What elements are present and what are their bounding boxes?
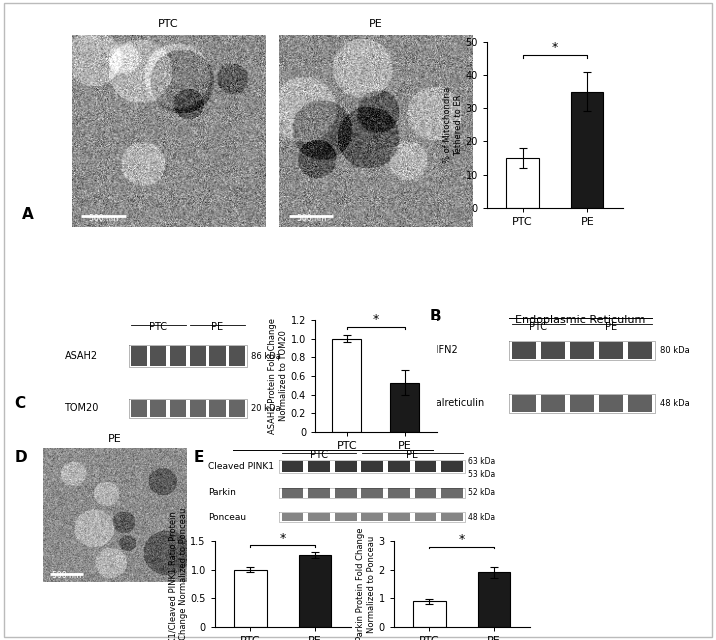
Text: 52 kDa: 52 kDa xyxy=(468,488,495,497)
Y-axis label: Parkin Protein Fold Change
Normalized to Ponceau: Parkin Protein Fold Change Normalized to… xyxy=(357,527,376,640)
Text: E: E xyxy=(193,450,203,465)
Text: TOM20: TOM20 xyxy=(64,403,99,413)
Bar xyxy=(281,513,304,521)
Bar xyxy=(628,342,652,358)
Text: *: * xyxy=(373,313,379,326)
Text: PE: PE xyxy=(605,322,617,332)
Bar xyxy=(332,339,362,432)
Text: Parkin: Parkin xyxy=(208,488,236,497)
Bar xyxy=(441,488,463,497)
Bar xyxy=(170,346,186,366)
Bar xyxy=(415,513,437,521)
Text: PTC: PTC xyxy=(150,322,168,332)
Text: D: D xyxy=(14,450,27,465)
Bar xyxy=(150,400,167,417)
Bar xyxy=(441,461,463,472)
Bar xyxy=(571,92,604,208)
Bar xyxy=(209,346,226,366)
Bar xyxy=(281,488,304,497)
Text: MFN2: MFN2 xyxy=(430,346,458,355)
Bar xyxy=(335,461,357,472)
Bar xyxy=(599,396,623,412)
Text: *: * xyxy=(280,532,286,545)
Bar xyxy=(628,396,652,412)
Bar xyxy=(362,461,383,472)
Bar xyxy=(190,346,206,366)
Text: PE: PE xyxy=(211,322,223,332)
Text: 80 kDa: 80 kDa xyxy=(660,346,690,355)
Text: PTC: PTC xyxy=(310,451,328,461)
Bar xyxy=(308,513,330,521)
Text: ASAH2: ASAH2 xyxy=(64,351,97,361)
Text: PTC: PTC xyxy=(158,19,178,29)
Text: 500 nm: 500 nm xyxy=(52,571,81,580)
Y-axis label: % of Mitochondria
Tethered to ER: % of Mitochondria Tethered to ER xyxy=(443,86,463,163)
Text: *: * xyxy=(459,533,465,546)
Text: 500 nm: 500 nm xyxy=(89,214,118,223)
Bar xyxy=(362,513,383,521)
Bar xyxy=(541,396,565,412)
Text: Ponceau: Ponceau xyxy=(208,513,246,522)
Bar xyxy=(281,461,304,472)
Bar xyxy=(130,400,147,417)
Text: 48 kDa: 48 kDa xyxy=(468,513,495,522)
Bar xyxy=(362,488,383,497)
Text: A: A xyxy=(21,207,33,222)
Bar xyxy=(512,396,536,412)
Bar xyxy=(299,555,332,627)
Text: 20 kDa: 20 kDa xyxy=(251,404,281,413)
Text: *: * xyxy=(552,41,558,54)
Bar xyxy=(390,383,420,432)
Text: Cleaved PINK1: Cleaved PINK1 xyxy=(208,462,274,471)
Text: B: B xyxy=(430,309,441,324)
Text: 86 kDa: 86 kDa xyxy=(251,351,281,361)
Bar xyxy=(388,513,410,521)
Text: PE: PE xyxy=(369,19,383,29)
Bar xyxy=(388,461,410,472)
Bar xyxy=(541,342,565,358)
Bar xyxy=(229,400,246,417)
Text: PE: PE xyxy=(406,451,418,461)
Bar xyxy=(308,461,330,472)
Bar xyxy=(512,342,536,358)
Text: 500 nm: 500 nm xyxy=(296,214,326,223)
Y-axis label: PINK1/Cleaved PINK1 Ratio Protein
Fold Change Normalized to Ponceau: PINK1/Cleaved PINK1 Ratio Protein Fold C… xyxy=(168,508,188,640)
Bar xyxy=(150,346,167,366)
Bar xyxy=(209,400,226,417)
Text: PTC: PTC xyxy=(529,322,547,332)
Bar xyxy=(415,461,437,472)
Bar xyxy=(415,488,437,497)
Bar xyxy=(388,488,410,497)
Text: C: C xyxy=(14,396,26,411)
Bar xyxy=(506,158,538,208)
Bar xyxy=(190,400,206,417)
Bar xyxy=(599,342,623,358)
Bar xyxy=(441,513,463,521)
Bar xyxy=(335,513,357,521)
Bar xyxy=(308,488,330,497)
Text: Calreticulin: Calreticulin xyxy=(430,399,485,408)
Text: 63 kDa: 63 kDa xyxy=(468,457,495,466)
Bar xyxy=(478,572,511,627)
Y-axis label: ASAH2 Protein Fold Change
Normalized to TOM20: ASAH2 Protein Fold Change Normalized to … xyxy=(268,318,288,434)
Text: Endoplasmic Reticulum: Endoplasmic Reticulum xyxy=(516,315,646,324)
Text: PE: PE xyxy=(107,434,122,444)
Bar xyxy=(335,488,357,497)
Bar xyxy=(170,400,186,417)
Text: 53 kDa: 53 kDa xyxy=(468,470,495,479)
Bar xyxy=(130,346,147,366)
Bar xyxy=(229,346,246,366)
Text: 48 kDa: 48 kDa xyxy=(660,399,690,408)
Bar xyxy=(570,396,594,412)
Bar xyxy=(570,342,594,358)
Bar xyxy=(234,570,266,627)
Bar xyxy=(413,602,445,627)
